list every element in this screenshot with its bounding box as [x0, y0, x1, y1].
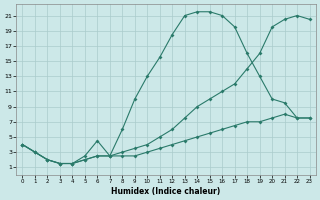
- X-axis label: Humidex (Indice chaleur): Humidex (Indice chaleur): [111, 187, 221, 196]
